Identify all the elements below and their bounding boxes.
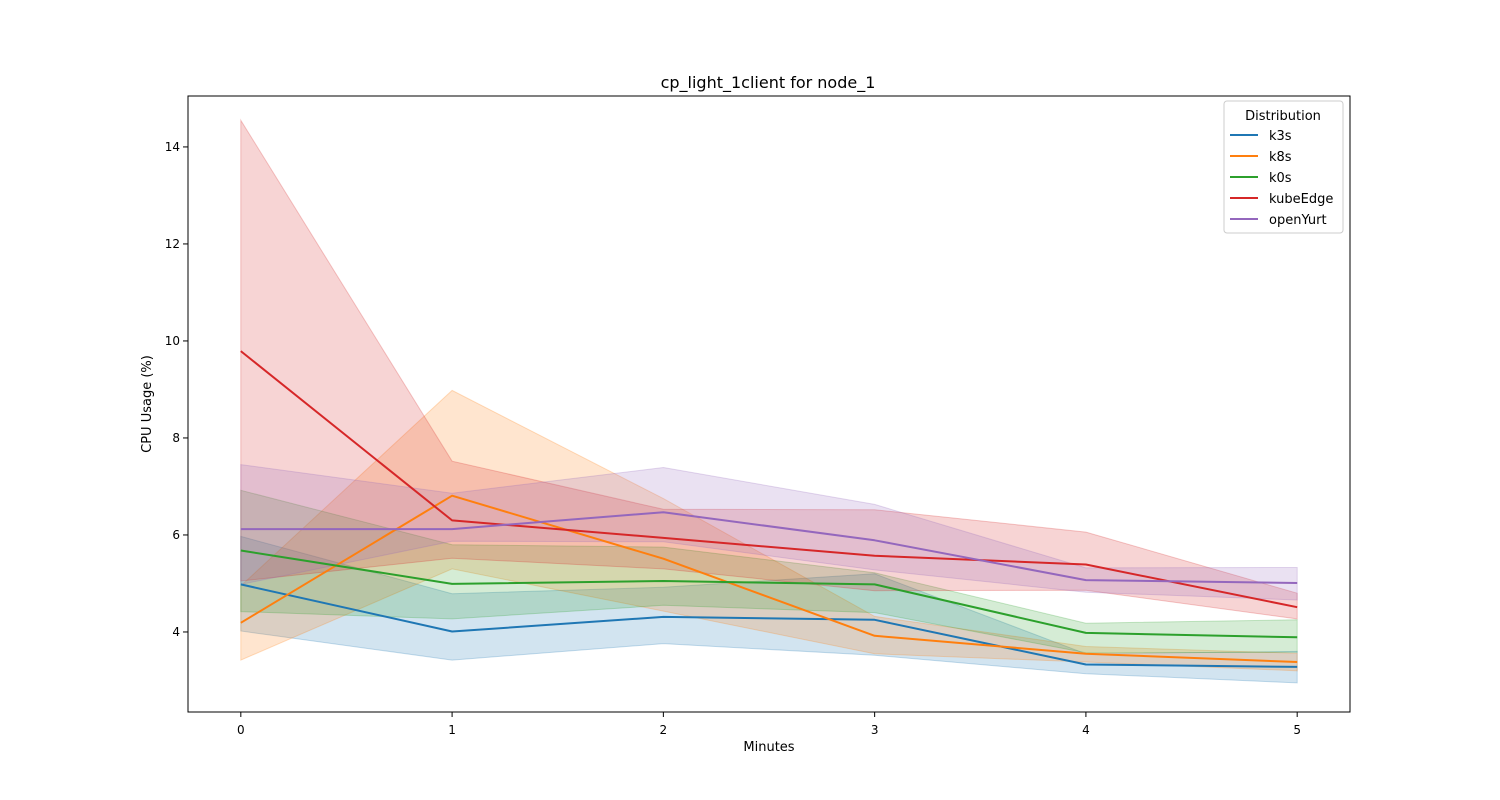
band-kubeEdge [240, 118, 1298, 620]
chart-title: cp_light_1client for node_1 [661, 73, 876, 93]
series-lines [240, 350, 1298, 668]
x-tick-label: 5 [1293, 723, 1301, 737]
legend-label-kubeEdge: kubeEdge [1269, 192, 1333, 207]
x-tick-label: 1 [448, 723, 456, 737]
line-openYurt [240, 511, 1298, 584]
y-axis-label: CPU Usage (%) [140, 355, 155, 453]
line-k3s [240, 583, 1298, 668]
band-openYurt [240, 464, 1298, 601]
confidence-bands [240, 118, 1298, 684]
y-tick-label: 8 [172, 431, 180, 445]
y-tick-label: 12 [165, 237, 180, 251]
y-tick-label: 4 [172, 625, 180, 639]
band-k8s [240, 389, 1298, 672]
legend-label-k3s: k3s [1269, 129, 1292, 144]
line-k8s [240, 494, 1298, 663]
x-tick-label: 4 [1082, 723, 1090, 737]
x-axis-label: Minutes [743, 740, 794, 755]
x-tick-label: 2 [660, 723, 668, 737]
legend-label-k0s: k0s [1269, 171, 1292, 186]
legend-label-openYurt: openYurt [1269, 213, 1327, 228]
x-tick-label: 0 [237, 723, 245, 737]
band-k0s [240, 489, 1298, 654]
legend-label-k8s: k8s [1269, 150, 1292, 165]
x-tick-label: 3 [871, 723, 879, 737]
y-tick-label: 10 [165, 334, 180, 348]
legend-title: Distribution [1245, 109, 1321, 124]
y-axis-ticks: 4 6 8 10 12 14 [165, 140, 188, 639]
line-kubeEdge [240, 350, 1298, 609]
plot-frame [187, 95, 1351, 713]
y-tick-label: 6 [172, 528, 180, 542]
y-tick-label: 14 [165, 140, 180, 154]
line-k0s [240, 549, 1298, 639]
x-axis-ticks: 0 1 2 3 4 5 [237, 712, 1301, 737]
legend: Distribution k3s k8s k0s kubeEdge openYurt [1223, 100, 1344, 234]
band-k3s [240, 535, 1298, 684]
